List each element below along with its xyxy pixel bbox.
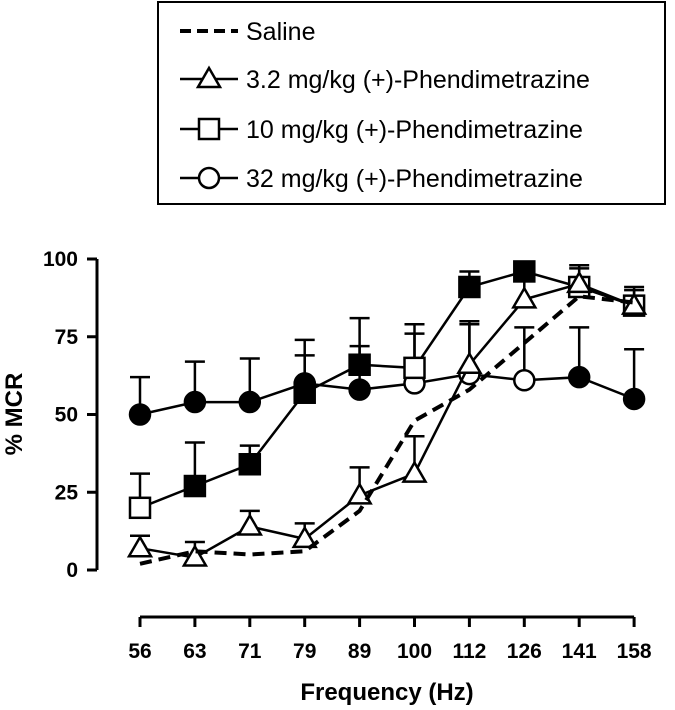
axes: 0 25 50 75 100 56 63 71 79 89 100 112 126 141 158 <box>43 248 652 663</box>
circle-point <box>513 369 536 392</box>
x-tick-label: 56 <box>128 640 151 663</box>
x-axis-title: Frequency (Hz) <box>300 679 473 706</box>
triangle-point <box>456 351 483 374</box>
legend-square-marker <box>197 117 221 141</box>
x-tick-label: 63 <box>183 640 206 663</box>
y-tick-label: 75 <box>55 326 79 349</box>
circle-point <box>567 365 591 389</box>
square-series <box>128 260 646 520</box>
legend-label: 3.2 mg/kg (+)-Phendimetrazine <box>246 66 590 94</box>
circle-point <box>238 390 262 414</box>
x-tick-label: 141 <box>562 640 597 663</box>
legend-item: 10 mg/kg (+)-Phendimetrazine <box>180 116 583 144</box>
square-point <box>128 496 152 520</box>
circle-point <box>128 403 152 426</box>
legend-label: 10 mg/kg (+)-Phendimetrazine <box>246 116 583 144</box>
triangle-point <box>566 270 593 294</box>
y-tick-label: 100 <box>43 248 78 271</box>
legend-item: 32 mg/kg (+)-Phendimetrazine <box>180 165 583 193</box>
x-tick-label: 100 <box>397 640 432 663</box>
triangle-point <box>401 460 428 483</box>
legend-label: 32 mg/kg (+)-Phendimetrazine <box>246 165 583 193</box>
legend-label: Saline <box>246 18 316 46</box>
circle-point <box>348 378 371 401</box>
circle-line <box>139 372 635 416</box>
triangle-line <box>139 282 635 559</box>
axis-labels: Frequency (Hz) % MCR <box>1 373 474 706</box>
y-axis-title: % MCR <box>1 373 28 456</box>
circle-series <box>128 323 646 426</box>
square-point <box>348 353 371 376</box>
x-tick-label: 89 <box>348 640 371 663</box>
x-tick-label: 126 <box>507 640 542 663</box>
square-point <box>403 356 426 380</box>
triangle-point <box>511 285 538 309</box>
legend-frame <box>157 1 666 205</box>
triangle-series <box>126 263 648 567</box>
square-point <box>183 474 207 498</box>
circle-point <box>183 390 207 414</box>
legend-item: Saline <box>180 18 316 46</box>
triangle-point <box>126 534 154 558</box>
triangle-point <box>291 525 318 549</box>
square-line <box>139 270 635 509</box>
y-tick-label: 50 <box>55 404 78 427</box>
y-tick-label: 25 <box>55 481 79 504</box>
legend: Saline 3.2 mg/kg (+)-Phendimetrazine 10 mg… <box>157 1 666 205</box>
saline-line <box>139 294 635 566</box>
triangle-point <box>236 512 263 536</box>
triangle-point <box>181 544 209 567</box>
circle-point <box>622 387 646 411</box>
square-point <box>458 275 481 299</box>
saline-series <box>139 294 635 566</box>
x-tick-label: 79 <box>293 640 316 663</box>
x-tick-label: 71 <box>238 640 262 663</box>
triangle-point <box>620 292 648 315</box>
legend-circle-marker <box>197 166 221 190</box>
series-layer <box>126 260 648 567</box>
legend-item: 3.2 mg/kg (+)-Phendimetrazine <box>180 65 590 94</box>
x-tick-label: 158 <box>617 640 652 663</box>
x-tick-label: 112 <box>452 640 486 663</box>
square-point <box>293 381 316 404</box>
y-tick-label: 0 <box>66 559 78 582</box>
square-point <box>238 453 262 476</box>
legend-triangle-marker <box>195 65 223 89</box>
